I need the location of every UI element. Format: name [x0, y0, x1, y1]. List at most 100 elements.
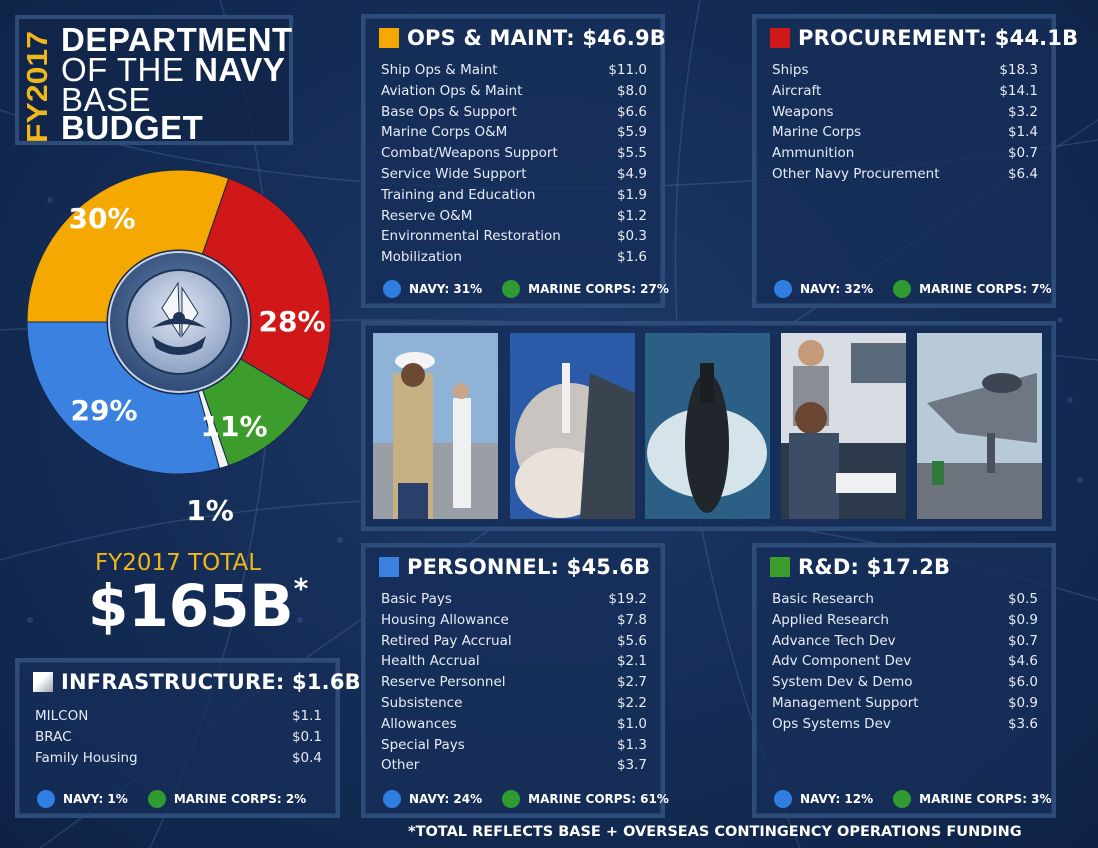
line-item-name: Aviation Ops & Maint	[381, 82, 523, 99]
navy-share: NAVY: 1%	[63, 792, 128, 806]
personnel-color-square	[379, 557, 399, 577]
line-item: Ship Ops & Maint $11.0	[381, 60, 647, 81]
navy-share: NAVY: 12%	[800, 792, 874, 806]
personnel-title: PERSONNEL: $45.6B	[379, 555, 650, 579]
line-item-value: $0.7	[1007, 145, 1038, 162]
line-item: Combat/Weapons Support $5.5	[381, 143, 647, 164]
personnel-panel: PERSONNEL: $45.6B Basic Pays $19.2 Housing…	[361, 543, 669, 818]
line-item: Applied Research $0.9	[772, 610, 1038, 631]
line-item-value: $0.9	[1007, 611, 1038, 628]
line-item-value: $4.9	[616, 165, 647, 182]
line-item-name: BRAC	[35, 728, 72, 745]
line-item: Mobilization $1.6	[381, 247, 647, 268]
line-item-value: $0.5	[1007, 591, 1038, 607]
line-item: Ammunition $0.7	[772, 143, 1038, 164]
line-item: System Dev & Demo $6.0	[772, 672, 1038, 693]
navy-dot	[383, 280, 401, 298]
line-item-name: Advance Tech Dev	[772, 632, 896, 649]
marine-dot	[147, 790, 166, 808]
title-line-1: DEPARTMENT	[61, 21, 293, 58]
personnel-list: Basic Pays $19.2 Housing Allowance $7.8 Reti…	[381, 589, 647, 776]
line-item-value: $0.3	[616, 228, 647, 245]
line-item: Reserve Personnel $2.7	[381, 672, 647, 693]
line-item-name: Reserve O&M	[381, 207, 473, 224]
rd-list: Basic Research $0.5 Applied Research $0.9 Ad…	[772, 589, 1038, 735]
line-item-name: Weapons	[772, 103, 834, 120]
donut-slice-procurement	[201, 177, 332, 401]
line-item-name: Reserve Personnel	[381, 674, 506, 691]
line-item: Management Support $0.9	[772, 693, 1038, 714]
line-item-name: MILCON	[35, 708, 89, 724]
line-item-value: $0.7	[1007, 632, 1038, 649]
line-item-name: Mobilization	[381, 249, 462, 266]
line-item-name: Marine Corps	[772, 124, 862, 141]
line-item-value: $6.6	[616, 103, 647, 120]
line-item-name: Base Ops & Support	[381, 103, 517, 120]
infrastructure-legend: NAVY: 1% MARINE CORPS: 2%	[37, 790, 306, 808]
line-item: Reserve O&M $1.2	[381, 206, 647, 227]
navy-dot	[774, 280, 792, 298]
line-item-value: $6.4	[1007, 165, 1038, 182]
line-item-value: $1.3	[616, 736, 647, 753]
line-item-name: Basic Pays	[381, 591, 452, 607]
navy-share: NAVY: 24%	[409, 792, 483, 806]
line-item: Family Housing $0.4	[35, 748, 322, 769]
navy-dot	[774, 790, 792, 808]
line-item-value: $1.9	[616, 186, 647, 203]
procurement-title: PROCUREMENT: $44.1B	[770, 26, 1078, 50]
line-item-value: $1.4	[1007, 124, 1038, 141]
title-line-2b: NAVY	[194, 51, 286, 88]
navy-seal	[108, 251, 250, 393]
line-item-name: Retired Pay Accrual	[381, 632, 512, 649]
line-item: Marine Corps $1.4	[772, 122, 1038, 143]
line-item-name: Aircraft	[772, 82, 822, 99]
line-item: Retired Pay Accrual $5.6	[381, 631, 647, 652]
line-item-name: Environmental Restoration	[381, 228, 561, 245]
marine-share: MARINE CORPS: 2%	[173, 792, 307, 806]
donut-slice-personnel	[26, 321, 221, 475]
marine-share: MARINE CORPS: 3%	[919, 792, 1052, 806]
line-item: Service Wide Support $4.9	[381, 164, 647, 185]
ops-maint-legend: NAVY: 31% MARINE CORPS: 27%	[383, 280, 669, 298]
line-item-value: $6.0	[1007, 674, 1038, 691]
donut-label-infrastructure: 1%	[186, 494, 234, 527]
f35-jet-photo	[917, 333, 1042, 519]
procurement-color-square	[770, 28, 790, 48]
line-item: Allowances $1.0	[381, 714, 647, 735]
line-item: Environmental Restoration $0.3	[381, 226, 647, 247]
line-item-value: $1.2	[616, 207, 647, 224]
personnel-title-text: PERSONNEL: $45.6B	[407, 555, 651, 579]
line-item-value: $7.8	[616, 611, 647, 628]
ops-maint-title: OPS & MAINT: $46.9B	[379, 26, 666, 50]
line-item: Aircraft $14.1	[772, 81, 1038, 102]
marine-dot	[502, 280, 521, 298]
line-item-name: System Dev & Demo	[772, 674, 913, 691]
line-item-name: Adv Component Dev	[772, 653, 912, 670]
title-line-4: BUDGET	[61, 109, 204, 146]
fy-vertical-label: FY2017	[22, 31, 51, 143]
line-item: Other $3.7	[381, 755, 647, 776]
navy-dot	[37, 790, 55, 808]
infrastructure-panel: INFRASTRUCTURE: $1.6B MILCON $1.1 BRAC $0.1…	[15, 658, 361, 818]
line-item-value: $19.2	[608, 591, 647, 607]
donut-label-procurement: 28%	[258, 305, 325, 338]
line-item-name: Training and Education	[381, 186, 536, 203]
line-item-name: Other Navy Procurement	[772, 165, 940, 182]
ops-maint-list: Ship Ops & Maint $11.0 Aviation Ops & Main…	[381, 60, 647, 268]
line-item-value: $0.1	[291, 728, 322, 745]
line-item-name: Applied Research	[772, 611, 889, 628]
footnote: *TOTAL REFLECTS BASE + OVERSEAS CONTINGE…	[408, 824, 1022, 840]
line-item-name: Allowances	[381, 715, 457, 732]
line-item: Housing Allowance $7.8	[381, 610, 647, 631]
line-item-value: $5.5	[616, 145, 647, 162]
line-item-name: Service Wide Support	[381, 165, 527, 182]
infrastructure-title: INFRASTRUCTURE: $1.6B	[33, 670, 361, 694]
navy-share: NAVY: 31%	[409, 282, 483, 296]
line-item: Subsistence $2.2	[381, 693, 647, 714]
line-item-value: $0.9	[1007, 694, 1038, 711]
ops-maint-title-text: OPS & MAINT: $46.9B	[407, 26, 666, 50]
marine-share: MARINE CORPS: 7%	[919, 282, 1052, 296]
line-item-value: $14.1	[999, 82, 1038, 99]
line-item-value: $3.2	[1007, 103, 1038, 120]
line-item: Other Navy Procurement $6.4	[772, 164, 1038, 185]
